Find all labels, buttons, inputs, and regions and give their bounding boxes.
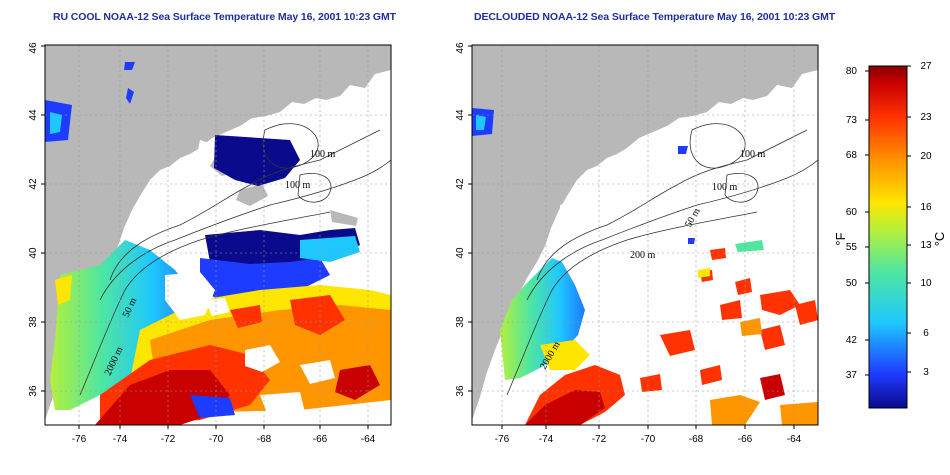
lon-tick: -68 [689, 434, 704, 445]
colorbar-c-label: °C [932, 232, 947, 247]
colorbar: 80 73 68 60 55 50 42 37 27 23 20 16 13 1… [833, 61, 947, 409]
colorbar-f-tick: 60 [846, 207, 858, 218]
panel-title-declouded: DECLOUDED NOAA-12 Sea Surface Temperatur… [474, 11, 836, 23]
colorbar-c-tick: 6 [923, 328, 929, 339]
contour-label-100m-a: 100 m [740, 149, 766, 160]
lon-tick: -66 [313, 434, 328, 445]
contour-label-100m-a: 100 m [310, 149, 336, 160]
colorbar-c-tick: 20 [920, 151, 932, 162]
lat-tick: 44 [28, 109, 39, 121]
colorbar-f-tick: 80 [846, 66, 858, 77]
colorbar-f-tick: 68 [846, 150, 858, 161]
lon-tick: -68 [257, 434, 272, 445]
lon-tick: -74 [113, 434, 128, 445]
lat-tick: 40 [455, 247, 466, 259]
lat-tick: 36 [28, 385, 39, 397]
panel-title-raw: RU COOL NOAA-12 Sea Surface Temperature … [53, 11, 396, 23]
lat-tick: 40 [28, 247, 39, 259]
colorbar-f-tick: 73 [846, 115, 858, 126]
land-mass [472, 45, 818, 420]
contour-label-100m-b: 100 m [285, 180, 311, 191]
lat-tick: 46 [455, 42, 466, 54]
contour-label-200m: 200 m [630, 250, 656, 261]
lat-tick: 42 [28, 178, 39, 190]
lon-tick: -74 [539, 434, 554, 445]
colorbar-c-tick: 3 [923, 367, 929, 378]
lon-tick: -72 [592, 434, 607, 445]
colorbar-f-tick: 42 [846, 335, 858, 346]
colorbar-c-tick: 16 [920, 202, 932, 213]
lon-tick: -76 [495, 434, 510, 445]
lon-tick: -70 [209, 434, 224, 445]
lon-tick: -64 [787, 434, 802, 445]
colorbar-f-tick: 50 [846, 278, 858, 289]
lat-tick: 42 [455, 178, 466, 190]
lon-tick: -72 [161, 434, 176, 445]
map-panel-raw: 100 m 100 m 50 m 2000 m [28, 42, 392, 445]
lat-tick: 36 [455, 385, 466, 397]
colorbar-c-tick: 27 [920, 61, 932, 72]
lon-tick: -66 [738, 434, 753, 445]
land-mass [45, 45, 391, 420]
lat-tick: 44 [455, 109, 466, 121]
lon-tick: -64 [361, 434, 376, 445]
colorbar-gradient [868, 65, 908, 409]
lat-tick: 38 [455, 316, 466, 328]
lon-tick: -70 [641, 434, 656, 445]
colorbar-c-tick: 13 [920, 240, 932, 251]
map-panel-declouded: 100 m 100 m 50 m 200 m 2000 m [455, 42, 819, 445]
colorbar-c-tick: 10 [920, 278, 932, 289]
contour-label-100m-b: 100 m [712, 182, 738, 193]
lat-tick: 46 [28, 42, 39, 54]
colorbar-c-tick: 23 [920, 112, 932, 123]
lon-tick: -76 [72, 434, 87, 445]
colorbar-f-tick: 55 [846, 242, 858, 253]
lat-tick: 38 [28, 316, 39, 328]
colorbar-f-tick: 37 [846, 370, 858, 381]
colorbar-f-label: °F [833, 232, 848, 245]
